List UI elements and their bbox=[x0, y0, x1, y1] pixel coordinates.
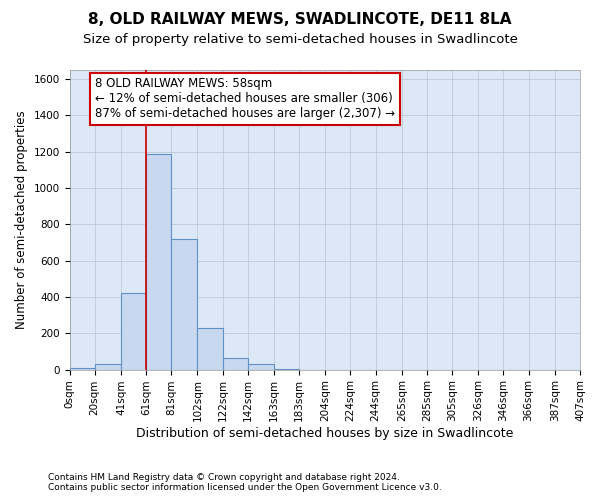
Text: Contains HM Land Registry data © Crown copyright and database right 2024.: Contains HM Land Registry data © Crown c… bbox=[48, 472, 400, 482]
Text: Contains public sector information licensed under the Open Government Licence v3: Contains public sector information licen… bbox=[48, 482, 442, 492]
X-axis label: Distribution of semi-detached houses by size in Swadlincote: Distribution of semi-detached houses by … bbox=[136, 427, 514, 440]
Bar bbox=[274, 368, 299, 370]
Bar bbox=[248, 364, 274, 370]
Text: 8, OLD RAILWAY MEWS, SWADLINCOTE, DE11 8LA: 8, OLD RAILWAY MEWS, SWADLINCOTE, DE11 8… bbox=[88, 12, 512, 28]
Bar bbox=[121, 294, 146, 370]
Bar bbox=[197, 328, 223, 370]
Y-axis label: Number of semi-detached properties: Number of semi-detached properties bbox=[15, 110, 28, 329]
Bar bbox=[223, 358, 248, 370]
Text: 8 OLD RAILWAY MEWS: 58sqm
← 12% of semi-detached houses are smaller (306)
87% of: 8 OLD RAILWAY MEWS: 58sqm ← 12% of semi-… bbox=[95, 78, 395, 120]
Bar bbox=[171, 239, 197, 370]
Bar bbox=[95, 364, 121, 370]
Text: Size of property relative to semi-detached houses in Swadlincote: Size of property relative to semi-detach… bbox=[83, 32, 517, 46]
Bar bbox=[146, 154, 171, 370]
Bar bbox=[70, 368, 95, 370]
